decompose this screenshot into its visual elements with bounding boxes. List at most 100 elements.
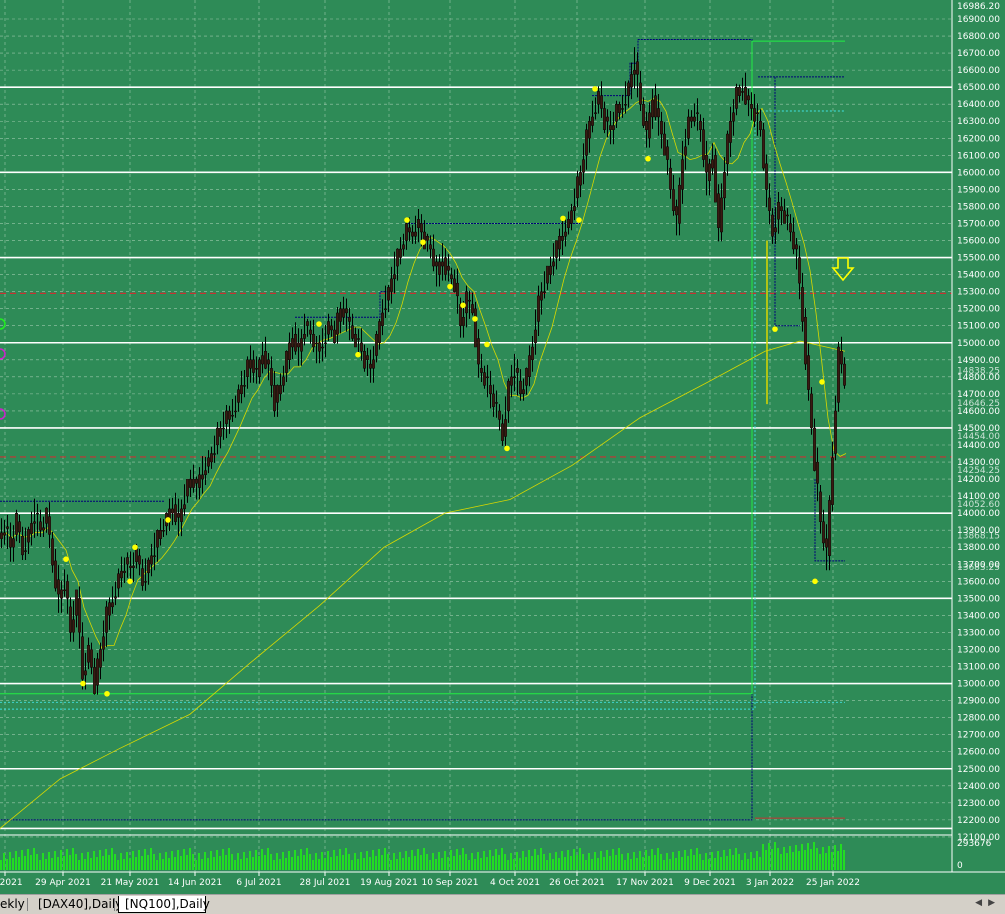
volume-bar <box>3 853 5 870</box>
candle-body <box>798 257 801 284</box>
time-tick-label: 17 Nov 2021 <box>616 878 674 888</box>
candle-body <box>519 380 522 395</box>
volume-bar <box>609 856 611 870</box>
volume-bar <box>21 850 23 870</box>
tab-weekly[interactable]: ekly <box>0 897 25 911</box>
candle-body <box>243 385 246 387</box>
volume-bar <box>540 848 542 870</box>
tab-dax40-daily[interactable]: [DAX40],Daily <box>38 897 123 911</box>
volume-bar <box>825 853 827 870</box>
candle-body <box>537 295 540 322</box>
volume-bar <box>150 848 152 870</box>
candle-body <box>207 457 210 467</box>
price-tick-label: 12200.00 <box>957 816 1000 826</box>
candle-body <box>480 368 483 373</box>
price-tick-label: 16400.00 <box>957 100 1000 110</box>
price-marker-label: 14052.60 <box>957 500 1000 510</box>
candle-body <box>51 538 54 566</box>
candle-body <box>786 214 789 217</box>
candle-body <box>708 163 711 182</box>
tab-separator <box>114 898 115 911</box>
signal-dot <box>404 217 410 223</box>
volume-bar <box>627 853 629 870</box>
volume-bar <box>744 853 746 870</box>
volume-bar <box>711 852 713 870</box>
volume-bar <box>465 854 467 870</box>
candle-body <box>93 667 96 694</box>
candle-body <box>732 112 735 122</box>
volume-bar <box>792 852 794 870</box>
candle-body <box>501 423 504 441</box>
candle-body <box>444 257 447 275</box>
candle-body <box>0 532 3 539</box>
volume-bar <box>810 849 812 870</box>
candle-body <box>843 363 846 386</box>
volume-bar <box>96 857 98 870</box>
candle-body <box>261 355 264 365</box>
candle-body <box>666 146 669 160</box>
candle-body <box>462 317 465 326</box>
candle-body <box>546 265 549 284</box>
candle-body <box>507 380 510 412</box>
candle-body <box>597 91 600 105</box>
volume-bar <box>750 852 752 870</box>
candle-body <box>474 308 477 348</box>
price-tick-label: 14200.00 <box>957 475 1000 485</box>
candle-body <box>174 504 177 522</box>
price-tick-label: 15000.00 <box>957 339 1000 349</box>
candle-body <box>156 530 159 548</box>
candle-body <box>228 410 231 420</box>
tab-nq100-daily[interactable]: [NQ100],Daily <box>118 896 210 913</box>
volume-bar <box>768 843 770 870</box>
candle-body <box>654 95 657 118</box>
price-tick-label: 16200.00 <box>957 134 1000 144</box>
candle-body <box>813 427 816 471</box>
candle-body <box>504 419 507 437</box>
volume-bar <box>585 860 587 870</box>
candle-body <box>54 560 57 589</box>
price-tick-label: 16300.00 <box>957 117 1000 127</box>
volume-bar <box>777 848 779 870</box>
candle-body <box>591 116 594 126</box>
candle-body <box>114 596 117 599</box>
candle-body <box>198 474 201 488</box>
volume-bar <box>210 851 212 870</box>
candle-body <box>81 636 84 680</box>
candle-body <box>306 321 309 326</box>
candle-body <box>69 606 72 633</box>
candle-body <box>432 248 435 267</box>
volume-bar <box>144 849 146 870</box>
tab-scroll-arrows[interactable]: ◀▶ <box>975 898 1001 908</box>
candle-body <box>12 538 15 548</box>
candle-body <box>63 589 66 592</box>
volume-bar <box>795 845 797 870</box>
volume-bar <box>840 844 842 870</box>
volume-bar <box>678 851 680 870</box>
candle-body <box>387 287 390 301</box>
volume-bar <box>351 860 353 870</box>
candle-body <box>684 146 687 156</box>
candle-body <box>153 555 156 557</box>
volume-bar <box>216 850 218 870</box>
candle-body <box>609 125 612 130</box>
volume-bar <box>258 856 260 870</box>
volume-bar <box>660 854 662 870</box>
edge-magenta-marker <box>0 408 6 420</box>
edge-green-marker <box>0 318 6 330</box>
signal-dot <box>165 517 171 523</box>
candle-body <box>525 368 528 386</box>
price-chart[interactable]: 16986.20 16900.00 16800.00 16700.00 16600.00… <box>0 0 1005 894</box>
candle-body <box>105 606 108 633</box>
candle-body <box>144 581 147 583</box>
candle-body <box>147 559 150 574</box>
volume-max-label: 293676 <box>957 839 992 849</box>
volume-bar <box>363 858 365 870</box>
candle-body <box>9 536 12 548</box>
volume-bar <box>765 850 767 870</box>
volume-bar <box>30 855 32 870</box>
candle-body <box>420 223 423 233</box>
price-marker-label: 14454.00 <box>957 432 1000 442</box>
volume-bar <box>420 855 422 870</box>
candle-body <box>333 329 336 343</box>
candle-body <box>582 159 585 173</box>
